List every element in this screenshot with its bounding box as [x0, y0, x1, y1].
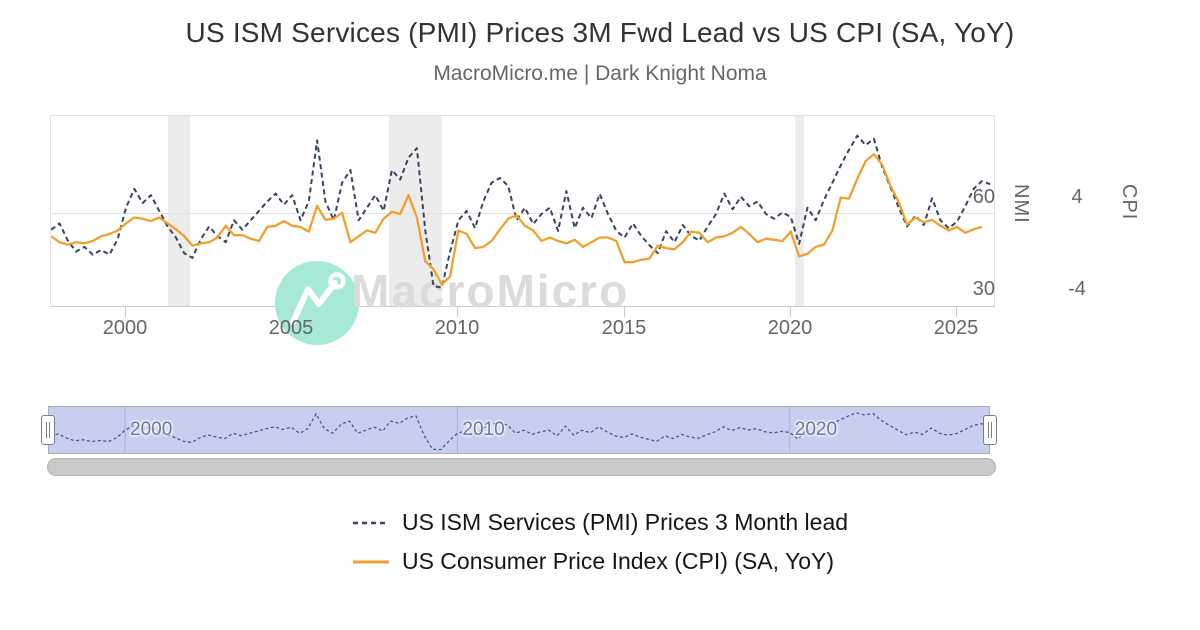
x-tick-mark — [790, 307, 791, 317]
macromicro-logo-icon — [275, 261, 359, 345]
nmi-axis-title: NMI — [1010, 184, 1032, 224]
cpi-legend-marker-icon — [352, 560, 389, 563]
x-tick-mark — [624, 307, 625, 317]
watermark-text: MacroMicro — [351, 265, 630, 317]
cpi-tick-4: 4 — [1071, 186, 1083, 208]
x-tick-label: 2025 — [933, 317, 979, 339]
legend-item-pmi[interactable]: US ISM Services (PMI) Prices 3 Month lea… — [352, 509, 848, 536]
navigator-selected-range[interactable] — [48, 406, 990, 454]
plot-area[interactable]: MacroMicro — [50, 115, 995, 345]
navigator-year-label: 2000 — [130, 419, 173, 440]
nmi-tick-60: 60 — [972, 186, 995, 208]
x-tick-label: 2020 — [767, 317, 813, 339]
x-tick-mark — [291, 307, 292, 317]
x-tick-mark — [125, 307, 126, 317]
chart-title: US ISM Services (PMI) Prices 3M Fwd Lead… — [185, 17, 1015, 48]
chart-subtitle: MacroMicro.me | Dark Knight Noma — [433, 62, 767, 85]
pmi-series-line — [50, 134, 991, 289]
cpi-axis-title: CPI — [1118, 184, 1140, 221]
cpi-tick-neg4: -4 — [1068, 278, 1086, 300]
x-tick-mark — [457, 307, 458, 317]
gridline-nmi-60 — [51, 213, 994, 214]
nmi-tick-30: 30 — [972, 278, 995, 300]
navigator-series-line — [50, 412, 989, 451]
x-tick-label: 2000 — [102, 317, 148, 339]
legend-item-cpi[interactable]: US Consumer Price Index (CPI) (SA, YoY) — [352, 548, 834, 575]
legend-label-cpi: US Consumer Price Index (CPI) (SA, YoY) — [401, 548, 835, 574]
x-tick-label: 2010 — [434, 317, 480, 339]
recession-band — [167, 116, 190, 306]
x-tick-label: 2015 — [601, 317, 647, 339]
navigator-left-handle[interactable] — [41, 415, 55, 445]
scrollbar-thumb[interactable] — [47, 458, 996, 476]
cpi-series-line — [50, 152, 983, 286]
legend-label-pmi: US ISM Services (PMI) Prices 3 Month lea… — [401, 509, 849, 535]
series-lines — [50, 134, 991, 289]
scrollbar-track[interactable] — [47, 458, 996, 476]
navigator-year-label: 2020 — [794, 419, 838, 440]
x-tick-label: 2005 — [268, 317, 314, 339]
navigator-year-label: 2010 — [462, 419, 505, 440]
legend: US ISM Services (PMI) Prices 3 Month lea… — [0, 509, 1200, 575]
navigator-right-handle[interactable] — [983, 415, 997, 445]
navigator-mini-chart — [50, 407, 989, 453]
x-tick-mark — [956, 307, 957, 317]
recession-band — [794, 116, 805, 306]
pmi-legend-marker-icon — [352, 521, 389, 524]
